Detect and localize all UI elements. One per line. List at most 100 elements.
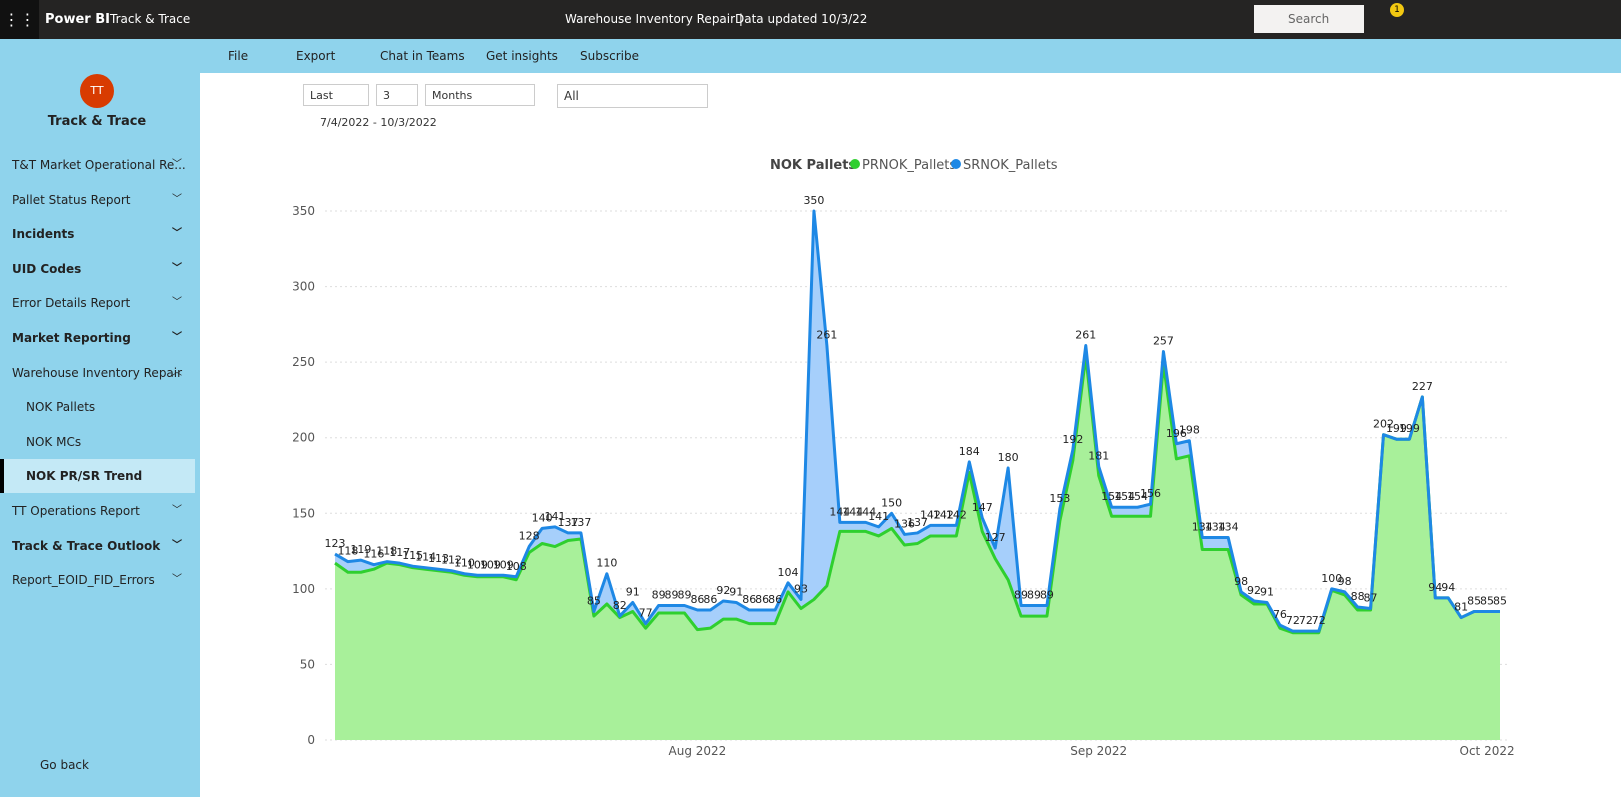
period-select[interactable]: Last: [303, 84, 369, 106]
data-label: 128: [519, 530, 540, 543]
data-label: 104: [778, 566, 799, 579]
date-range: 7/4/2022 - 10/3/2022: [320, 116, 437, 129]
nav-item[interactable]: TT Operations Report ﹀: [12, 494, 194, 528]
nav-subitem[interactable]: NOK PR/SR Trend: [0, 459, 195, 494]
chevron[interactable]: ﹀: [172, 297, 182, 309]
data-label: 92: [716, 584, 730, 597]
nav-item[interactable]: Incidents ﹀: [12, 217, 194, 251]
data-label: 257: [1153, 335, 1174, 348]
toolbar: File Export Chat in Teams Get insights Subsc…: [0, 39, 1621, 73]
data-label: 91: [729, 585, 743, 598]
data-label: 350: [803, 194, 824, 207]
data-label: 85: [1467, 595, 1481, 608]
chevron[interactable]: ﹀: [172, 159, 182, 170]
toolbar-button[interactable]: Export: [296, 49, 336, 63]
nav-item[interactable]: Market Reporting ﹀: [12, 321, 194, 355]
data-label: 108: [506, 560, 527, 573]
data-label: 89: [652, 588, 666, 601]
data-label: 114: [415, 551, 436, 564]
avatar: TT: [80, 74, 114, 108]
legend-label: SRNOK_Pallets: [963, 158, 1058, 173]
app-name: Power BI: [45, 12, 110, 27]
data-label: 134: [1192, 520, 1213, 533]
chevron[interactable]: ﹀: [172, 228, 182, 240]
chevron[interactable]: ﹀: [172, 539, 182, 551]
legend-label: PRNOK_Pallets: [862, 158, 956, 173]
area: [335, 356, 1500, 740]
data-label: 134: [1205, 520, 1226, 533]
data-label: 89: [1014, 588, 1028, 601]
data-label: 196: [1166, 427, 1187, 440]
data-label: 109: [493, 558, 514, 571]
data-label: 140: [532, 511, 553, 524]
data-label: 115: [402, 549, 423, 562]
data-label: 89: [1027, 588, 1041, 601]
data-label: 112: [441, 554, 462, 567]
count-input[interactable]: 3: [376, 84, 418, 106]
chevron[interactable]: ︿: [172, 366, 182, 378]
chevron[interactable]: ﹀: [172, 193, 182, 205]
nav-item[interactable]: Pallet Status Report ﹀: [12, 183, 194, 217]
nav-item[interactable]: UID Codes ﹀: [12, 252, 194, 286]
legend-swatch: [951, 159, 961, 169]
x-tick-label: Sep 2022: [1070, 744, 1127, 758]
data-label: 92: [1247, 584, 1261, 597]
unit-select[interactable]: Months: [425, 84, 535, 106]
nav-item[interactable]: T&T Market Operational Re... ﹀: [12, 148, 194, 182]
chevron[interactable]: ﹀: [172, 574, 182, 586]
data-updated[interactable]: Data updated 10/3/22: [735, 12, 868, 26]
data-label: 89: [678, 588, 692, 601]
toolbar-button[interactable]: Chat in Teams: [380, 49, 465, 63]
x-tick-label: Oct 2022: [1460, 744, 1515, 758]
toolbar-button[interactable]: Get insights: [486, 49, 558, 63]
top-bar: ⋮⋮ Power BI Track & Trace Warehouse Inve…: [0, 0, 1621, 39]
data-label: 144: [829, 505, 850, 518]
line: [334, 209, 1500, 633]
y-tick-label: 50: [300, 657, 315, 671]
data-label: 81: [1454, 601, 1468, 614]
toolbar-button[interactable]: Subscribe: [580, 49, 639, 63]
data-label: 86: [768, 593, 782, 606]
chevron[interactable]: ﹀: [172, 505, 182, 516]
y-tick-label: 300: [292, 280, 315, 294]
search-box[interactable]: Search: [1254, 5, 1364, 33]
data-label: 199: [1386, 422, 1407, 435]
data-label: 150: [881, 496, 902, 509]
legend-swatch: [850, 159, 860, 169]
chevron[interactable]: ﹀: [172, 262, 182, 274]
data-label: 91: [626, 585, 640, 598]
data-label: 227: [1412, 380, 1433, 393]
go-back[interactable]: Go back: [40, 758, 89, 772]
data-label: 77: [639, 607, 653, 620]
data-label: 82: [613, 599, 627, 612]
y-tick-label: 350: [292, 204, 315, 218]
data-label: 154: [1101, 490, 1122, 503]
data-label: 72: [1286, 614, 1300, 627]
data-label: 91: [1260, 585, 1274, 598]
data-label: 110: [596, 557, 617, 570]
y-tick-label: 150: [292, 506, 315, 520]
data-label: 144: [855, 505, 876, 518]
toolbar-button[interactable]: File: [228, 49, 249, 63]
nav-pane: TT Track & Trace Go back T&T Market Oper…: [0, 72, 200, 797]
nav-subitem[interactable]: NOK Pallets: [26, 400, 96, 415]
nav-item[interactable]: Warehouse Inventory Repair ︿: [12, 356, 194, 390]
data-label: 137: [907, 516, 928, 529]
data-label: 86: [742, 593, 756, 606]
data-label: 116: [363, 548, 384, 561]
nav-subitem[interactable]: NOK MCs: [26, 434, 82, 449]
selection-dropdown[interactable]: All: [557, 84, 708, 108]
chevron[interactable]: ﹀: [172, 332, 182, 343]
nav-item[interactable]: Track & Trace Outlook ﹀: [12, 529, 194, 563]
data-label: 109: [480, 558, 501, 571]
notification-badge[interactable]: 1: [1390, 3, 1404, 17]
app-launcher[interactable]: ⋮⋮: [0, 0, 39, 39]
data-label: 261: [1075, 329, 1096, 342]
data-label: 134: [1218, 520, 1239, 533]
nav-item[interactable]: Report_EOID_FID_Errors ﹀: [12, 563, 194, 597]
workspace[interactable]: Track & Trace: [110, 12, 191, 26]
data-label: 85: [1493, 595, 1507, 608]
data-label: 199: [1399, 422, 1420, 435]
nav-item[interactable]: Error Details Report ﹀: [12, 286, 194, 320]
data-label: 142: [920, 508, 941, 521]
